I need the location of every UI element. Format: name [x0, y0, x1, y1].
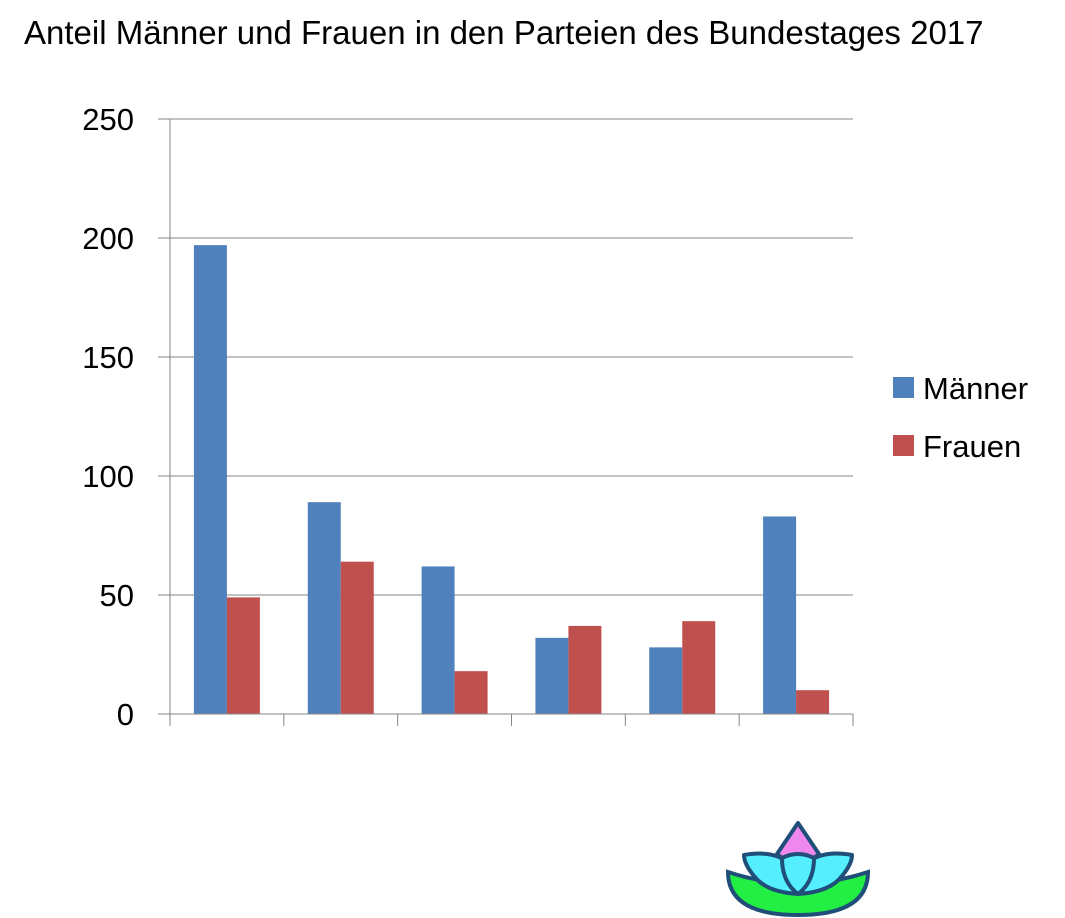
legend-swatch [893, 377, 914, 398]
bar-m-nner-2 [307, 502, 341, 714]
y-tick-label: 0 [117, 697, 134, 732]
y-tick-label: 100 [82, 459, 134, 494]
bar-m-nner-6 [763, 516, 797, 714]
y-tick-label: 250 [82, 102, 134, 137]
grid-lines [170, 118, 853, 596]
bar-frauen-5 [682, 621, 716, 714]
bar-m-nner-3 [421, 566, 455, 714]
bars [193, 245, 830, 714]
bar-frauen-6 [796, 690, 830, 714]
y-tick-label: 50 [100, 578, 134, 613]
lotus-flower-icon [725, 821, 871, 918]
bar-m-nner-4 [535, 637, 569, 714]
bar-frauen-2 [340, 561, 374, 714]
legend-swatch [893, 435, 914, 456]
legend: Männer Frauen [893, 371, 1028, 464]
bar-m-nner-1 [193, 245, 227, 714]
y-tick-label: 150 [82, 340, 134, 375]
bar-m-nner-5 [649, 647, 683, 714]
legend-label: Frauen [923, 429, 1021, 464]
bar-chart: 0 50 100 150 200 250 Männer Frauen [82, 102, 1028, 732]
chart-title: Anteil Männer und Frauen in den Parteien… [24, 14, 984, 51]
bar-frauen-4 [568, 625, 602, 714]
bar-frauen-3 [454, 671, 488, 714]
y-tick-label: 200 [82, 221, 134, 256]
legend-label: Männer [923, 371, 1028, 406]
bar-frauen-1 [226, 597, 260, 714]
axes: 0 50 100 150 200 250 [82, 102, 854, 732]
